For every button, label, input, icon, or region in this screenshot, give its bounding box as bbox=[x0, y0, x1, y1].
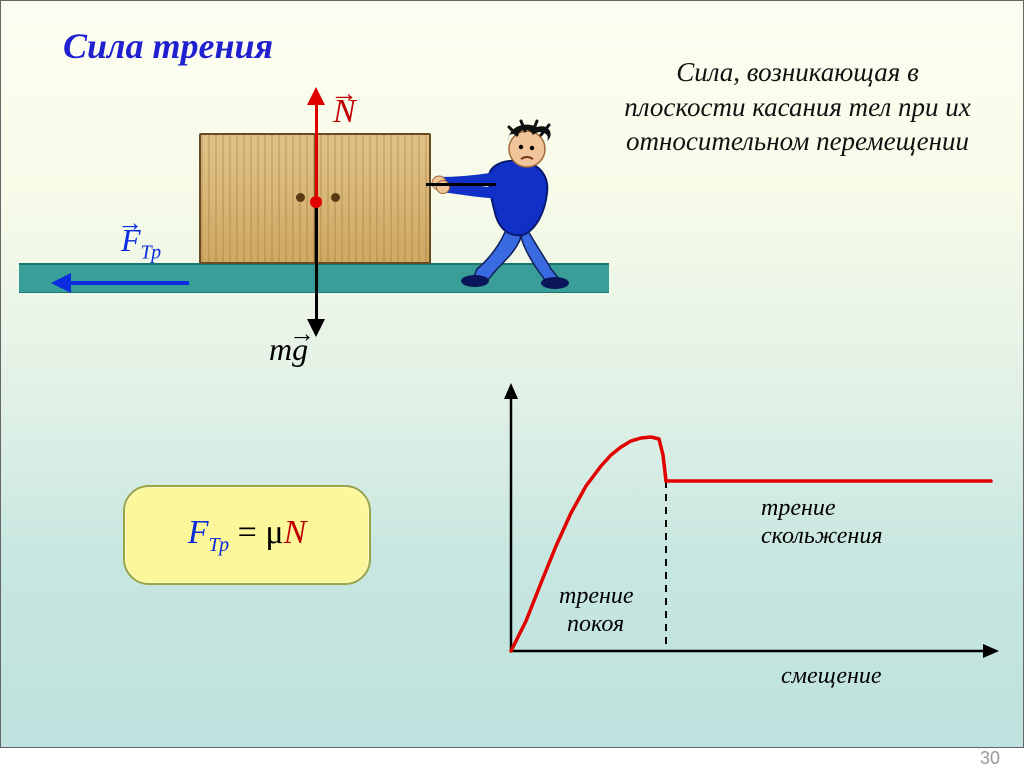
formula-F: F bbox=[188, 514, 209, 551]
vector-arrow-icon: → bbox=[117, 208, 143, 238]
formula-mu: μ bbox=[265, 514, 283, 551]
friction-vector-label: → FТр bbox=[121, 222, 161, 264]
n-vector-label: → N bbox=[333, 93, 356, 131]
formula-equals: = bbox=[238, 514, 257, 551]
friction-vector-line bbox=[67, 281, 189, 285]
page-number: 30 bbox=[0, 748, 1000, 770]
mg-vector-label: → mg bbox=[269, 331, 308, 368]
ftp-sub: Тр bbox=[141, 241, 162, 263]
crate-knob bbox=[296, 193, 305, 202]
mg-vector-arrowhead bbox=[307, 319, 325, 337]
formula-F-sub: Тр bbox=[209, 533, 230, 555]
slide: Сила трения Сила, возникающая в плоскост… bbox=[0, 0, 1024, 748]
n-vector-arrowhead bbox=[307, 87, 325, 105]
static-friction-label: трениепокоя bbox=[559, 583, 634, 637]
formula-equation: FТр = μN bbox=[188, 514, 307, 557]
n-vector-line bbox=[315, 97, 318, 201]
friction-vector-arrowhead bbox=[51, 273, 71, 293]
application-point bbox=[310, 196, 322, 208]
kinetic-friction-label: трениескольжения bbox=[761, 495, 882, 549]
formula-N: N bbox=[284, 514, 307, 551]
vector-arrow-icon: → bbox=[330, 78, 358, 110]
formula-box: FТр = μN bbox=[123, 485, 371, 585]
friction-graph: трениепокоя трениескольжения смещение bbox=[481, 371, 1001, 691]
pull-bar bbox=[426, 183, 496, 186]
page-footer: 30 bbox=[0, 748, 1024, 768]
person-illustration bbox=[429, 119, 609, 299]
definition-text: Сила, возникающая в плоскости касания те… bbox=[620, 55, 975, 159]
crate-knob bbox=[331, 193, 340, 202]
slide-title: Сила трения bbox=[63, 25, 273, 67]
x-axis-label: смещение bbox=[781, 663, 882, 689]
